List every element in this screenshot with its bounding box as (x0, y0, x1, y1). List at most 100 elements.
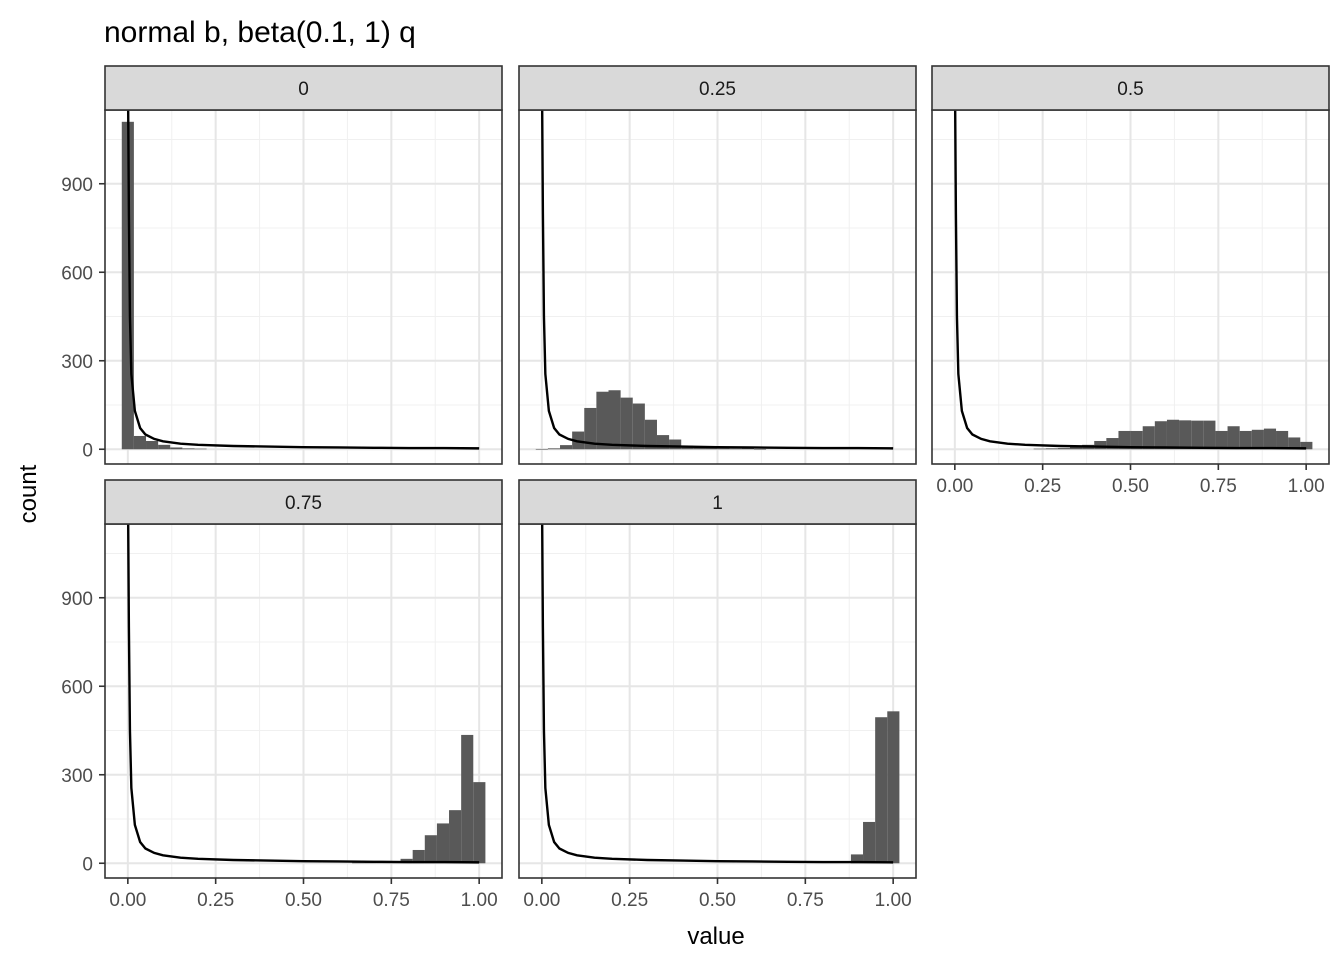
histogram-bar (596, 391, 609, 450)
facet-panel: 0.25 (518, 65, 917, 465)
histogram-bar (158, 444, 171, 450)
histogram-bars (535, 390, 767, 450)
x-tick-label: 0.50 (285, 890, 322, 911)
x-tick-label: 0.00 (109, 890, 146, 911)
histogram-bar (535, 448, 548, 450)
y-tick-label: 0 (82, 440, 93, 461)
y-axis-title: count (15, 464, 42, 523)
histogram-bar (133, 435, 147, 450)
histogram-bar (436, 823, 450, 864)
histogram-bar (352, 862, 365, 864)
y-tick-label: 600 (61, 263, 93, 284)
histogram-bar (1227, 426, 1240, 450)
histogram-bar (1045, 448, 1058, 450)
x-tick-label: 0.00 (523, 890, 560, 911)
facet-strip-label: 0.25 (699, 79, 736, 100)
histogram-bars (850, 711, 900, 864)
histogram-bar (412, 849, 425, 864)
facet-panel: 0 0 300 600 900 (61, 65, 503, 465)
histogram-bar (1106, 438, 1119, 450)
histogram-bar (170, 447, 183, 450)
density-curve (540, 524, 894, 864)
x-tick-label: 0.50 (1112, 476, 1149, 497)
x-tick-label: 0.00 (936, 476, 973, 497)
facet-strip (518, 65, 917, 111)
x-tick-label: 1.00 (461, 890, 498, 911)
histogram-bar (1191, 420, 1204, 450)
facet-strip-label: 0.5 (1117, 79, 1143, 100)
chart-title: normal b, beta(0.1, 1) q (104, 16, 416, 49)
histogram-bar (560, 445, 573, 450)
facet-panel: 0.5 0.00 0.25 0.50 0.75 1.00 (931, 65, 1330, 497)
histogram-bar (620, 397, 633, 450)
histogram-bar (850, 854, 864, 864)
histogram-bar (717, 448, 730, 450)
histogram-bar (547, 448, 561, 450)
x-tick-label: 0.75 (373, 890, 410, 911)
density-curve (126, 110, 480, 450)
facet-panel: 0.75 0 300 600 900 0.00 0.25 0.50 0.75 1.00 (61, 479, 503, 911)
histogram-bar (1094, 440, 1107, 450)
histogram-bar (1203, 420, 1216, 450)
histogram-bar (729, 448, 742, 450)
histogram-bar (1166, 419, 1180, 450)
histogram-bar (1251, 429, 1264, 450)
histogram-bar (1154, 421, 1167, 450)
histogram-bar (741, 448, 754, 450)
histogram-bar (146, 440, 159, 450)
x-tick-label: 0.50 (699, 890, 736, 911)
histogram-bar (1069, 446, 1083, 450)
facet-strip (518, 479, 917, 525)
histogram-bar (863, 821, 876, 864)
y-tick-label: 0 (82, 854, 93, 875)
y-tick-label: 300 (61, 352, 93, 373)
histogram-bar (608, 390, 621, 450)
histogram-bar (1033, 448, 1046, 450)
histogram-bar (1130, 430, 1143, 450)
histogram-bar (753, 448, 767, 450)
histogram-bar (461, 734, 474, 864)
histogram-bar (182, 448, 195, 450)
histogram-bar (1276, 430, 1289, 450)
histogram-bar (875, 717, 888, 864)
x-tick-label: 0.25 (197, 890, 234, 911)
histogram-bar (449, 810, 462, 864)
histogram-bar (1288, 437, 1301, 450)
histogram-bar (424, 835, 437, 864)
facet-panel: 1 0.00 0.25 0.50 0.75 1.00 (518, 479, 917, 911)
x-tick-label: 0.25 (1024, 476, 1061, 497)
y-tick-label: 900 (61, 589, 93, 610)
histogram-bar (584, 407, 597, 450)
density-curve (126, 524, 480, 864)
histogram-bar (1057, 448, 1070, 450)
facet-strip-label: 0 (298, 79, 309, 100)
facet-strip-label: 1 (712, 493, 723, 514)
histogram-bar (473, 782, 486, 864)
histogram-bar (1215, 430, 1228, 450)
histogram-bar (194, 448, 207, 450)
histogram-bar (1118, 430, 1131, 450)
y-tick-label: 600 (61, 677, 93, 698)
histogram-bar (705, 447, 718, 450)
histogram-bar (632, 403, 645, 450)
facet-strip (931, 65, 1330, 111)
histogram-bar (1239, 430, 1252, 450)
x-tick-label: 0.75 (1200, 476, 1237, 497)
histogram-bars (352, 734, 486, 864)
facet-strip-label: 0.75 (285, 493, 322, 514)
density-curve (540, 110, 894, 450)
histogram-bar (1142, 426, 1155, 450)
histogram-bar (1263, 428, 1277, 450)
histogram-bar (887, 711, 900, 864)
x-tick-label: 1.00 (875, 890, 912, 911)
y-tick-label: 900 (61, 175, 93, 196)
x-tick-label: 1.00 (1288, 476, 1325, 497)
histogram-bar (644, 419, 657, 450)
histogram-bar (669, 439, 682, 450)
x-tick-label: 0.75 (787, 890, 824, 911)
x-axis-title: value (687, 923, 744, 950)
facet-strip (104, 479, 503, 525)
